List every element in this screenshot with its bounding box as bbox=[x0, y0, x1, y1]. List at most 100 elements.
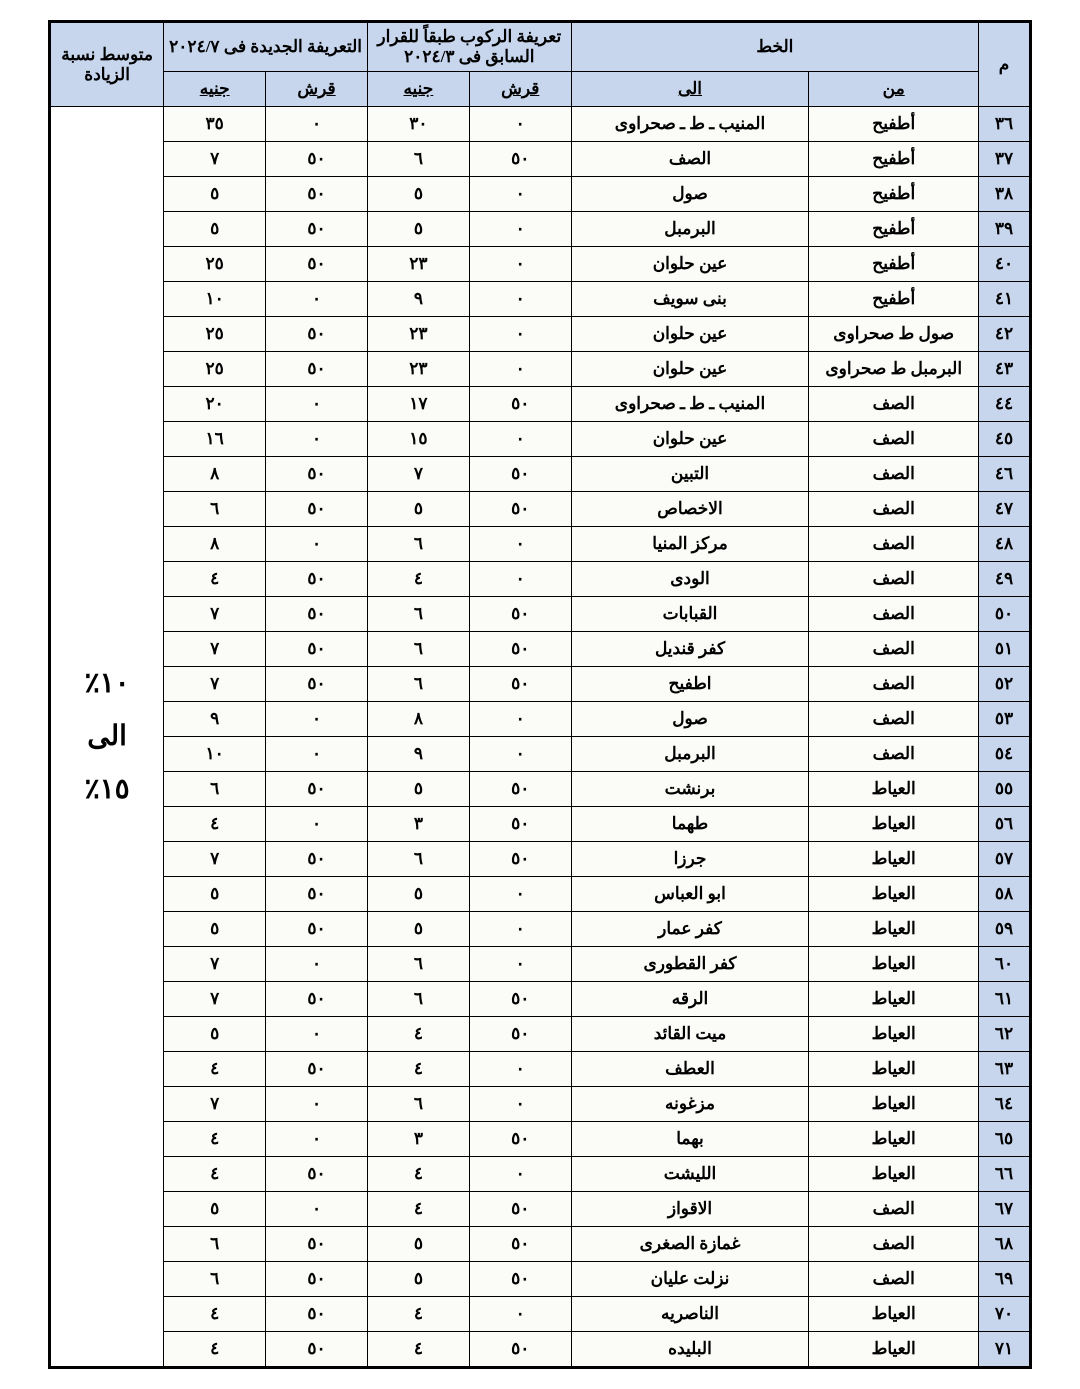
cell-index: ٥٨ bbox=[979, 877, 1030, 912]
cell-index: ٣٦ bbox=[979, 107, 1030, 142]
cell-index: ٣٧ bbox=[979, 142, 1030, 177]
table-row: ٥٦العياططهما٥٠٣٠٤ bbox=[51, 807, 1030, 842]
table-row: ٥٩العياطكفر عمار٠٥٥٠٥ bbox=[51, 912, 1030, 947]
cell-from: العياط bbox=[809, 1052, 979, 1087]
cell-new-pound: ٥ bbox=[164, 1192, 266, 1227]
cell-from: أطفيح bbox=[809, 142, 979, 177]
cell-index: ٦٩ bbox=[979, 1262, 1030, 1297]
cell-new-pound: ٢٠ bbox=[164, 387, 266, 422]
cell-new-qirsh: ٥٠ bbox=[266, 1332, 368, 1367]
header-old-qirsh: قرش bbox=[469, 72, 571, 107]
cell-new-qirsh: ٥٠ bbox=[266, 142, 368, 177]
cell-old-qirsh: ٠ bbox=[469, 212, 571, 247]
cell-old-pound: ٤ bbox=[367, 1017, 469, 1052]
cell-old-qirsh: ٥٠ bbox=[469, 667, 571, 702]
cell-from: العياط bbox=[809, 842, 979, 877]
cell-index: ٥٢ bbox=[979, 667, 1030, 702]
cell-old-pound: ٤ bbox=[367, 1052, 469, 1087]
header-from: من bbox=[809, 72, 979, 107]
cell-old-qirsh: ٥٠ bbox=[469, 1227, 571, 1262]
cell-to: عين حلوان bbox=[571, 422, 809, 457]
table-row: ٤٩الصفالودى٠٤٥٠٤ bbox=[51, 562, 1030, 597]
table-row: ٤٢صول ط صحراوىعين حلوان٠٢٣٥٠٢٥ bbox=[51, 317, 1030, 352]
cell-old-pound: ٥ bbox=[367, 1227, 469, 1262]
cell-to: البليده bbox=[571, 1332, 809, 1367]
cell-old-pound: ٤ bbox=[367, 1332, 469, 1367]
cell-new-qirsh: ٥٠ bbox=[266, 317, 368, 352]
cell-from: أطفيح bbox=[809, 177, 979, 212]
cell-from: العياط bbox=[809, 1332, 979, 1367]
header-new-qirsh: قرش bbox=[266, 72, 368, 107]
cell-new-pound: ١٠ bbox=[164, 737, 266, 772]
cell-to: ابو العباس bbox=[571, 877, 809, 912]
table-row: ٥١الصفكفر قنديل٥٠٦٥٠٧ bbox=[51, 632, 1030, 667]
cell-from: الصف bbox=[809, 387, 979, 422]
cell-old-pound: ٥ bbox=[367, 177, 469, 212]
cell-new-qirsh: ٥٠ bbox=[266, 842, 368, 877]
cell-from: الصف bbox=[809, 1262, 979, 1297]
cell-to: ميت القائد bbox=[571, 1017, 809, 1052]
cell-old-pound: ٧ bbox=[367, 457, 469, 492]
cell-from: الصف bbox=[809, 702, 979, 737]
cell-new-qirsh: ٥٠ bbox=[266, 772, 368, 807]
cell-new-pound: ٤ bbox=[164, 1332, 266, 1367]
cell-old-pound: ٥ bbox=[367, 212, 469, 247]
fare-table-body: ٣٦أطفيحالمنيب ـ ط ـ صحراوى٠٣٠٠٣٥١٠٪الى١٥… bbox=[51, 107, 1030, 1367]
cell-old-qirsh: ٠ bbox=[469, 947, 571, 982]
fare-table: م الخط تعريفة الركوب طبقاً للقرار السابق… bbox=[50, 22, 1030, 1367]
cell-old-qirsh: ٠ bbox=[469, 877, 571, 912]
cell-new-pound: ٧ bbox=[164, 597, 266, 632]
cell-to: كفر قنديل bbox=[571, 632, 809, 667]
cell-from: العياط bbox=[809, 1122, 979, 1157]
cell-new-pound: ٧ bbox=[164, 842, 266, 877]
avg-increase-cell: ١٠٪الى١٥٪ bbox=[51, 107, 164, 1367]
header-old-pound: جنيه bbox=[367, 72, 469, 107]
cell-new-pound: ٥ bbox=[164, 1017, 266, 1052]
cell-from: العياط bbox=[809, 912, 979, 947]
cell-to: طهما bbox=[571, 807, 809, 842]
cell-from: الصف bbox=[809, 597, 979, 632]
cell-to: الاخصاص bbox=[571, 492, 809, 527]
cell-from: الصف bbox=[809, 492, 979, 527]
cell-index: ٧١ bbox=[979, 1332, 1030, 1367]
cell-new-qirsh: ٥٠ bbox=[266, 982, 368, 1017]
cell-to: عين حلوان bbox=[571, 352, 809, 387]
cell-to: البرمبل bbox=[571, 737, 809, 772]
cell-to: بهما bbox=[571, 1122, 809, 1157]
cell-to: القبابات bbox=[571, 597, 809, 632]
cell-new-pound: ٤ bbox=[164, 1297, 266, 1332]
cell-old-qirsh: ٥٠ bbox=[469, 632, 571, 667]
table-row: ٤٤الصفالمنيب ـ ط ـ صحراوى٥٠١٧٠٢٠ bbox=[51, 387, 1030, 422]
cell-old-qirsh: ٥٠ bbox=[469, 1122, 571, 1157]
cell-new-qirsh: ٠ bbox=[266, 702, 368, 737]
cell-old-pound: ٤ bbox=[367, 562, 469, 597]
cell-from: الصف bbox=[809, 667, 979, 702]
table-row: ٥٥العياطبرنشت٥٠٥٥٠٦ bbox=[51, 772, 1030, 807]
table-row: ٦٢العياطميت القائد٥٠٤٠٥ bbox=[51, 1017, 1030, 1052]
header-avg-increase: متوسط نسبة الزيادة bbox=[51, 23, 164, 107]
cell-new-qirsh: ٠ bbox=[266, 387, 368, 422]
cell-old-qirsh: ٠ bbox=[469, 177, 571, 212]
cell-old-qirsh: ٠ bbox=[469, 562, 571, 597]
cell-to: الرقه bbox=[571, 982, 809, 1017]
cell-from: الصف bbox=[809, 457, 979, 492]
table-row: ٣٨أطفيحصول٠٥٥٠٥ bbox=[51, 177, 1030, 212]
table-row: ٤٠أطفيحعين حلوان٠٢٣٥٠٢٥ bbox=[51, 247, 1030, 282]
cell-index: ٦٠ bbox=[979, 947, 1030, 982]
cell-to: المنيب ـ ط ـ صحراوى bbox=[571, 387, 809, 422]
cell-new-qirsh: ٥٠ bbox=[266, 352, 368, 387]
table-row: ٤٦الصفالتبين٥٠٧٥٠٨ bbox=[51, 457, 1030, 492]
cell-new-pound: ٤ bbox=[164, 1122, 266, 1157]
cell-old-qirsh: ٥٠ bbox=[469, 387, 571, 422]
cell-from: صول ط صحراوى bbox=[809, 317, 979, 352]
table-row: ٦٩الصفنزلت عليان٥٠٥٥٠٦ bbox=[51, 1262, 1030, 1297]
cell-new-qirsh: ٥٠ bbox=[266, 1227, 368, 1262]
cell-new-qirsh: ٠ bbox=[266, 947, 368, 982]
cell-new-qirsh: ٥٠ bbox=[266, 457, 368, 492]
cell-old-pound: ٦ bbox=[367, 947, 469, 982]
cell-old-qirsh: ٥٠ bbox=[469, 457, 571, 492]
cell-new-pound: ٧ bbox=[164, 982, 266, 1017]
cell-to: الليشت bbox=[571, 1157, 809, 1192]
cell-new-pound: ٧ bbox=[164, 1087, 266, 1122]
cell-to: برنشت bbox=[571, 772, 809, 807]
